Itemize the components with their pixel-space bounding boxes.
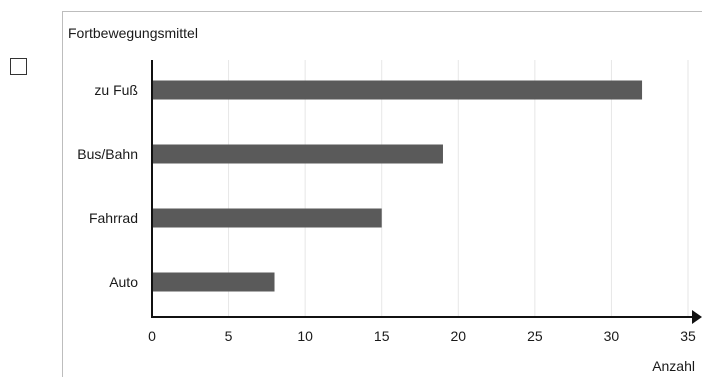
chart-frame — [62, 11, 702, 377]
x-tick-label: 5 — [225, 328, 233, 344]
category-label: zu Fuß — [94, 82, 138, 98]
x-tick-label: 20 — [450, 328, 466, 344]
x-tick-label: 0 — [148, 328, 156, 344]
x-tick-label: 15 — [374, 328, 390, 344]
x-tick-label: 30 — [604, 328, 620, 344]
x-tick-label: 10 — [297, 328, 313, 344]
answer-checkbox[interactable] — [10, 58, 27, 75]
category-label: Auto — [109, 274, 138, 290]
bar — [152, 80, 643, 100]
x-axis-label: Anzahl — [652, 358, 695, 374]
bar — [152, 208, 382, 228]
category-label: Fahrrad — [89, 210, 138, 226]
category-label: Bus/Bahn — [77, 146, 138, 162]
x-tick-label: 25 — [527, 328, 543, 344]
x-tick-label: 35 — [680, 328, 696, 344]
bar — [152, 272, 275, 292]
chart-title: Fortbewegungsmittel — [68, 25, 198, 41]
bar — [152, 144, 443, 164]
x-axis-arrow-icon — [692, 310, 702, 324]
